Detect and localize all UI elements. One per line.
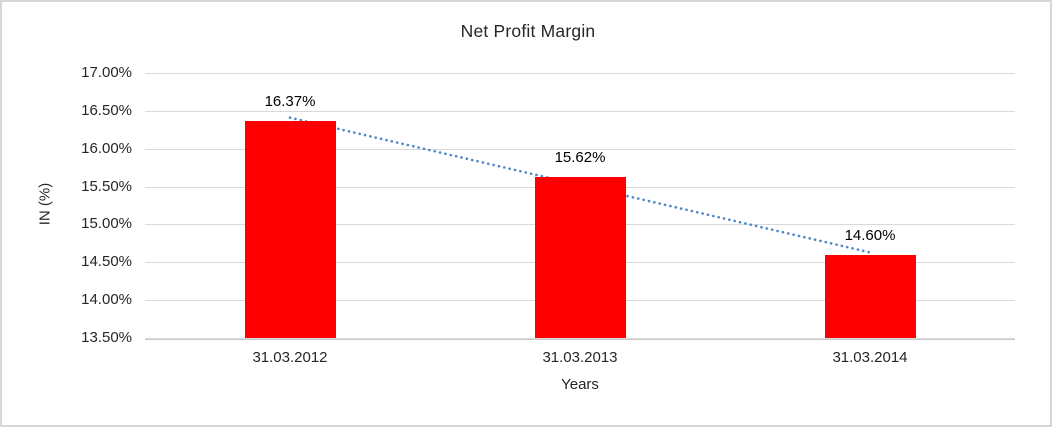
x-tick-label: 31.03.2014: [832, 349, 908, 366]
bar-data-label: 16.37%: [264, 93, 316, 110]
y-tick-label: 13.50%: [81, 329, 132, 346]
gridline: [145, 149, 1015, 150]
bar-data-label: 15.62%: [554, 149, 606, 166]
chart-title: Net Profit Margin: [460, 21, 596, 41]
y-tick-label: 17.00%: [81, 64, 132, 81]
x-tick-label: 31.03.2013: [542, 349, 618, 366]
bar: [535, 177, 626, 338]
plot-area: [145, 73, 1015, 340]
bar: [825, 255, 916, 338]
gridline: [145, 73, 1015, 74]
y-tick-label: 16.50%: [81, 102, 132, 119]
y-tick-label: 16.00%: [81, 140, 132, 157]
y-tick-label: 15.50%: [81, 178, 132, 195]
y-tick-label: 14.00%: [81, 291, 132, 308]
gridline: [145, 338, 1015, 339]
bar-data-label: 14.60%: [844, 227, 896, 244]
x-axis-title: Years: [561, 376, 599, 393]
y-tick-label: 14.50%: [81, 253, 132, 270]
x-tick-label: 31.03.2012: [252, 349, 328, 366]
gridline: [145, 111, 1015, 112]
y-tick-label: 15.00%: [81, 215, 132, 232]
bar: [245, 121, 336, 338]
